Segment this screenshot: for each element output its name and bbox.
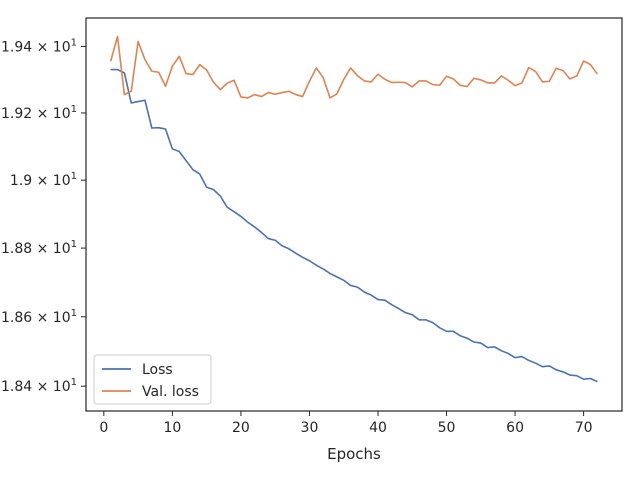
series-line-0 — [110, 68, 598, 383]
x-tick-label: 70 — [575, 420, 593, 436]
x-tick-label: 60 — [506, 420, 524, 436]
x-tick-label: 30 — [301, 420, 319, 436]
y-tick-label: 1.9 × 101 — [10, 171, 77, 189]
x-axis-label: Epochs — [327, 445, 381, 463]
plot-frame — [85, 17, 623, 412]
x-tick-label: 0 — [99, 420, 108, 436]
plot-area — [109, 35, 598, 383]
legend: Loss Val. loss — [93, 354, 212, 405]
series-line-1 — [109, 35, 598, 99]
legend-label: Val. loss — [142, 384, 199, 400]
y-tick-label: 1.86 × 101 — [1, 308, 77, 326]
y-tick-label: 1.94 × 101 — [1, 37, 77, 55]
x-tick-label: 40 — [369, 420, 387, 436]
x-tick-label: 20 — [232, 420, 250, 436]
x-tick-label: 50 — [438, 420, 456, 436]
legend-label: Loss — [142, 362, 173, 378]
y-tick-label: 1.84 × 101 — [1, 377, 77, 395]
x-tick-label: 10 — [163, 420, 181, 436]
axes: 0 10 20 30 40 50 60 70 1.84 × 101 1.86 × 101 1.88 … — [1, 17, 623, 436]
y-tick-label: 1.92 × 101 — [1, 104, 77, 122]
y-tick-label: 1.88 × 101 — [1, 239, 77, 257]
